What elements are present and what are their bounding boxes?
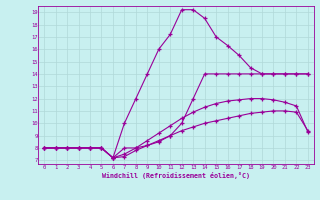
X-axis label: Windchill (Refroidissement éolien,°C): Windchill (Refroidissement éolien,°C) [102,172,250,179]
